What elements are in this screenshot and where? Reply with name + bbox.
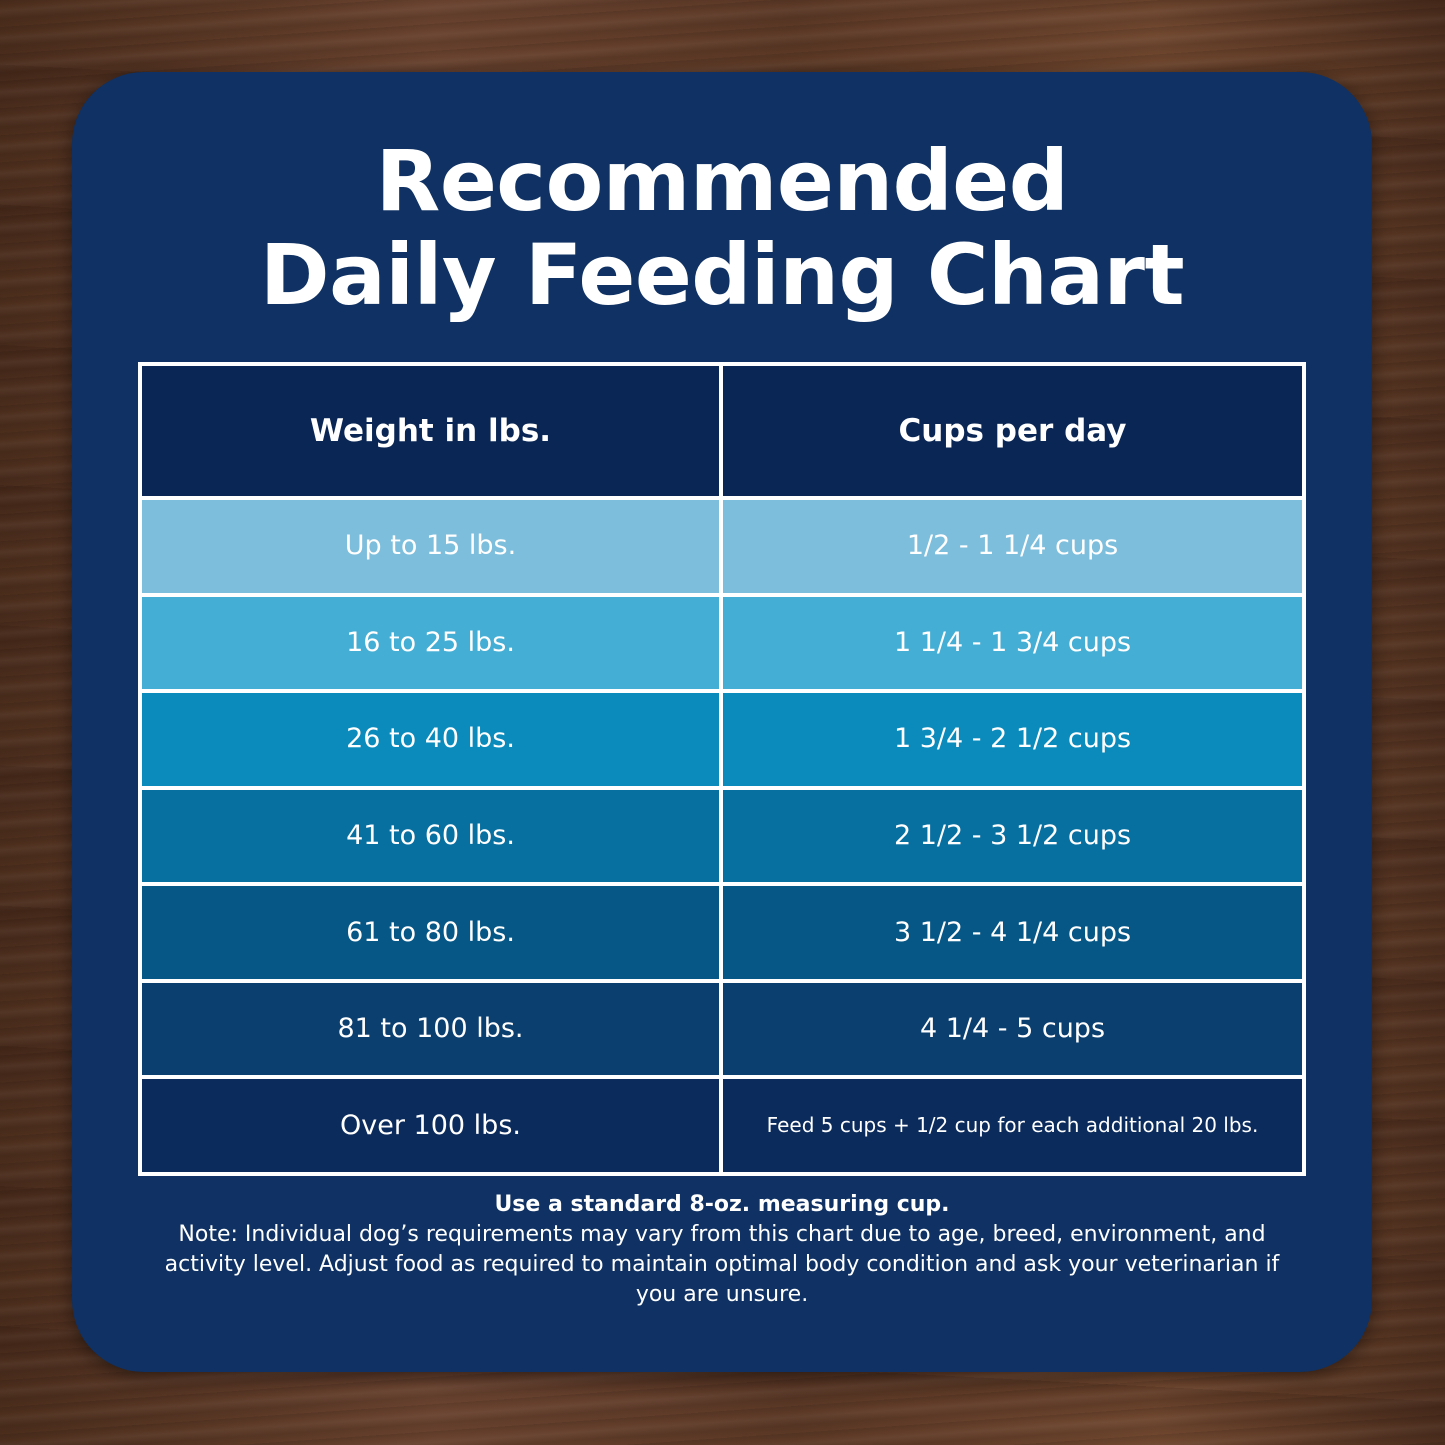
row-3-weight: 26 to 40 lbs.	[142, 693, 719, 786]
row-1-cups: 1/2 - 1 1/4 cups	[723, 500, 1302, 593]
feeding-chart-card: Recommended Daily Feeding Chart Weight i…	[72, 72, 1372, 1372]
row-4-weight: 41 to 60 lbs.	[142, 789, 719, 883]
row-1-weight: Up to 15 lbs.	[142, 500, 719, 593]
row-5-weight: 61 to 80 lbs.	[142, 886, 719, 979]
header-weight: Weight in lbs.	[142, 366, 719, 496]
row-7-weight: Over 100 lbs.	[142, 1079, 719, 1172]
page-title: Recommended Daily Feeding Chart	[72, 134, 1372, 322]
footer-notes: Use a standard 8-oz. measuring cup. Note…	[142, 1190, 1302, 1310]
row-4-cups: 2 1/2 - 3 1/2 cups	[723, 789, 1302, 883]
row-5-cups: 3 1/2 - 4 1/4 cups	[723, 886, 1302, 979]
feeding-table: Weight in lbs. Cups per day Up to 15 lbs…	[138, 362, 1306, 1176]
row-3-cups: 1 3/4 - 2 1/2 cups	[723, 693, 1302, 786]
row-6-cups: 4 1/4 - 5 cups	[723, 982, 1302, 1076]
row-6-weight: 81 to 100 lbs.	[142, 982, 719, 1076]
title-line-2: Daily Feeding Chart	[259, 226, 1185, 324]
title-line-1: Recommended	[375, 132, 1069, 230]
header-cups: Cups per day	[723, 366, 1302, 496]
disclaimer-note: Note: Individual dog’s requirements may …	[164, 1222, 1280, 1307]
measuring-instruction: Use a standard 8-oz. measuring cup.	[494, 1192, 950, 1217]
row-2-weight: 16 to 25 lbs.	[142, 596, 719, 690]
row-2-cups: 1 1/4 - 1 3/4 cups	[723, 596, 1302, 690]
row-7-cups: Feed 5 cups + 1/2 cup for each additiona…	[723, 1079, 1302, 1172]
